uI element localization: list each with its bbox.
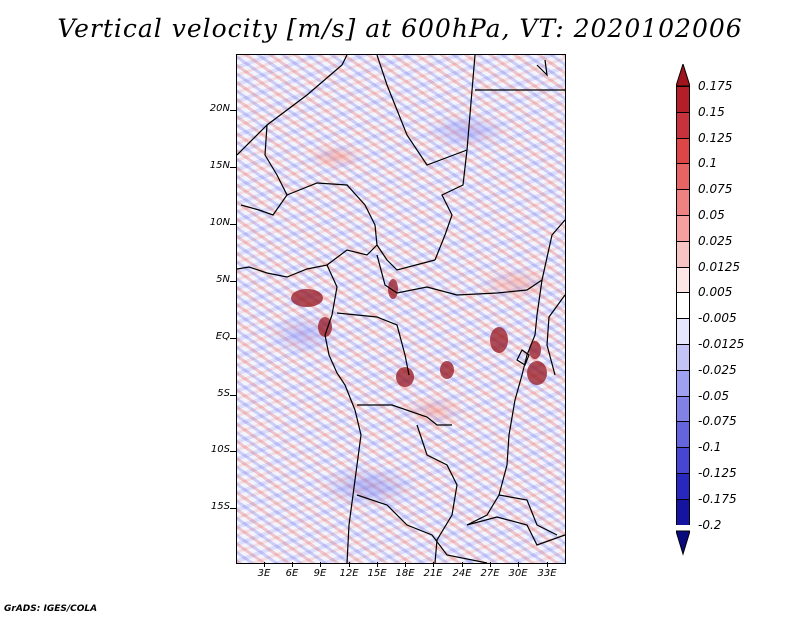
lon-tick-mark [433,562,434,567]
colorbar-segment [676,344,690,370]
lat-tick-label: 15S [210,501,230,512]
strong-ascent-patches [291,279,547,387]
lon-tick-mark [349,562,350,567]
colorbar-label: 0.025 [698,233,733,248]
colorbar-segment [676,447,690,473]
colorbar-label: 0.0125 [698,259,740,274]
colorbar-top-arrow [676,64,690,87]
colorbar-segment [676,421,690,448]
lat-tick-mark [230,508,236,509]
coastline-and-borders [237,55,565,563]
lat-tick-label: 10S [210,444,230,455]
lat-tick-mark [230,281,236,282]
colorbar-label: -0.1 [698,440,722,455]
lon-tick-label: 9E [313,568,327,579]
colorbar-segment [676,498,690,525]
lat-tick-label: 5S [217,388,230,399]
lon-tick-label: 15E [367,568,387,579]
colorbar-label: -0.2 [698,517,722,532]
colorbar-label: 0.175 [698,79,733,93]
lon-tick-mark [320,562,321,567]
colorbar-bottom-arrow [676,530,690,556]
colorbar-label: -0.0125 [698,337,745,351]
lon-tick-mark [377,562,378,567]
colorbar-label: 0.1 [698,156,718,171]
colorbar-label: -0.125 [698,466,737,480]
credit-text: GrADS: IGES/COLA [4,604,98,614]
lon-tick-label: 27E [480,568,500,579]
colorbar-segment [676,189,690,215]
lon-tick-label: 24E [452,568,472,579]
lon-tick-mark [292,562,293,567]
lat-tick-mark [230,224,236,225]
lon-tick-label: 33E [537,568,557,579]
lat-tick-mark [230,338,236,339]
colorbar-segment [676,266,690,293]
colorbar-segment [676,318,690,344]
colorbar-label: -0.005 [698,311,737,326]
lat-tick-label: 5N [216,274,230,285]
colorbar-label: 0.15 [698,104,725,119]
colorbar-segment [676,86,690,112]
lon-tick-label: 21E [423,568,443,579]
lat-tick-label: 20N [209,103,230,114]
colorbar-segment [676,111,690,138]
lat-tick-mark [230,451,236,452]
colorbar-segment [676,163,690,190]
lon-tick-mark [547,562,548,567]
lon-tick-mark [264,562,265,567]
lat-tick-label: EQ [215,331,230,342]
lat-tick-mark [230,110,236,111]
colorbar-segment [676,395,690,422]
colorbar-segment [676,369,690,396]
colorbar-segment [676,473,690,499]
colorbar-segment [676,240,690,267]
lon-tick-label: 12E [339,568,359,579]
colorbar-segment [676,292,690,319]
lat-tick-mark [230,167,236,168]
colorbar-label: -0.175 [698,491,737,506]
lon-tick-mark [462,562,463,567]
lat-tick-label: 10N [209,217,230,228]
colorbar-label: 0.05 [698,208,725,222]
map-overlay [237,55,565,563]
lon-tick-label: 30E [508,568,528,579]
lon-tick-label: 6E [285,568,299,579]
colorbar-label: 0.005 [698,285,733,300]
colorbar-segment [676,215,690,241]
colorbar-label: -0.025 [698,362,737,377]
lon-tick-mark [490,562,491,567]
lon-tick-label: 3E [257,568,271,579]
colorbar-label: -0.05 [698,388,730,403]
colorbar-label: 0.075 [698,182,733,197]
map-title: Vertical velocity [m/s] at 600hPa, VT: 2… [57,14,743,43]
lat-tick-mark [230,395,236,396]
lon-tick-label: 18E [395,568,415,579]
colorbar-label: 0.125 [698,130,733,145]
vertical-velocity-map [236,54,566,564]
lat-tick-label: 15N [209,160,230,171]
colorbar-segment [676,137,690,164]
lon-tick-mark [405,562,406,567]
lon-tick-mark [518,562,519,567]
colorbar-label: -0.075 [698,414,737,429]
colorbar-arrows [676,64,690,556]
